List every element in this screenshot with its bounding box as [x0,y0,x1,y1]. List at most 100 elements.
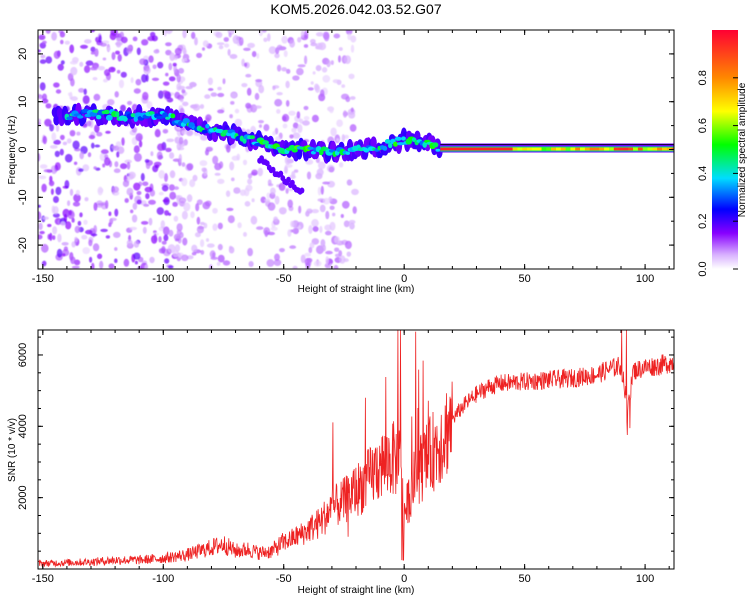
noise-blob [212,207,218,214]
carrier-segment [445,147,451,151]
noise-blob [169,170,176,179]
noise-blob [38,204,41,208]
noise-blob [38,118,42,123]
noise-blob [312,71,316,75]
noise-blob [316,168,324,177]
noise-blob [181,210,188,220]
noise-blob [73,161,78,165]
noise-blob [303,30,309,39]
carrier-segment [527,147,533,151]
noise-blob [47,223,52,228]
noise-blob [319,225,323,234]
noise-blob [45,30,51,34]
noise-blob [172,201,178,207]
noise-blob [350,107,354,113]
noise-blob [244,187,250,197]
noise-blob [136,190,142,196]
noise-blob [228,245,233,250]
colorbar-tick-label: 0.8 [697,70,709,85]
noise-blob [92,229,96,238]
noise-blob [256,53,260,59]
noise-blob [145,193,150,200]
core-blob [388,142,393,149]
noise-blob [176,223,183,232]
noise-blob [151,77,160,82]
noise-blob [336,138,340,142]
noise-blob [181,177,188,187]
noise-blob [274,98,283,107]
noise-blob [49,176,53,185]
noise-blob [333,33,341,39]
core-blob [77,115,84,119]
noise-blob [191,31,196,40]
noise-blob [263,37,268,42]
noise-blob [326,59,331,68]
spectrogram-frame [37,29,675,270]
noise-blob [266,192,271,199]
noise-blob [100,42,107,47]
noise-blob [199,160,208,167]
noise-blob [195,203,200,212]
noise-blob [258,85,265,94]
core-blob [254,143,262,147]
noise-blob [69,44,75,54]
noise-blob [133,182,141,191]
noise-blob [49,232,53,241]
chart-title: KOM5.2026.042.03.52.G07 [270,1,441,17]
noise-blob [65,221,72,230]
core-blob [130,113,136,118]
noise-blob [205,238,210,242]
noise-blob [168,229,174,237]
carrier-segment [637,147,644,151]
carrier-segment [522,147,528,151]
carrier-segment [584,147,591,151]
core-blob [96,114,102,120]
noise-blob [245,102,252,109]
noise-blob [351,188,359,196]
noise-blob [90,46,96,53]
noise-blob [270,226,278,231]
carrier-segment [551,147,557,151]
noise-blob [39,164,48,169]
noise-blob [173,64,177,73]
noise-blob [107,99,115,106]
noise-blob [162,226,170,236]
noise-blob [41,183,47,193]
noise-blob [169,52,175,61]
x-tick-label: -150 [32,573,54,585]
noise-blob [298,205,302,214]
noise-blob [238,37,244,46]
noise-blob [316,245,324,255]
snr-series-line [38,330,674,569]
noise-blob [186,163,194,171]
noise-blob [104,69,111,77]
noise-blob [64,180,70,189]
noise-blob [107,47,111,52]
core-blob [162,112,168,118]
noise-blob [241,83,248,88]
noise-blob [133,240,140,248]
noise-blob [173,215,179,222]
noise-blob [315,32,324,37]
noise-blob [93,93,101,101]
noise-blob [84,197,89,202]
noise-blob [51,31,57,41]
noise-blob [296,111,301,119]
noise-blob [93,202,98,211]
noise-blob [291,127,297,133]
noise-blob [108,211,112,217]
noise-blob [341,84,346,88]
noise-blob [99,152,107,161]
noise-blob [100,228,108,233]
noise-blob [293,169,299,173]
noise-blob [273,259,282,266]
noise-blob [57,233,62,243]
noise-blob [325,230,332,236]
noise-blob [108,66,116,73]
noise-blob [91,142,95,149]
noise-blob [243,232,247,237]
noise-blob [222,260,231,266]
noise-blob [80,44,88,49]
noise-blob [348,219,356,225]
noise-blob [349,124,357,132]
